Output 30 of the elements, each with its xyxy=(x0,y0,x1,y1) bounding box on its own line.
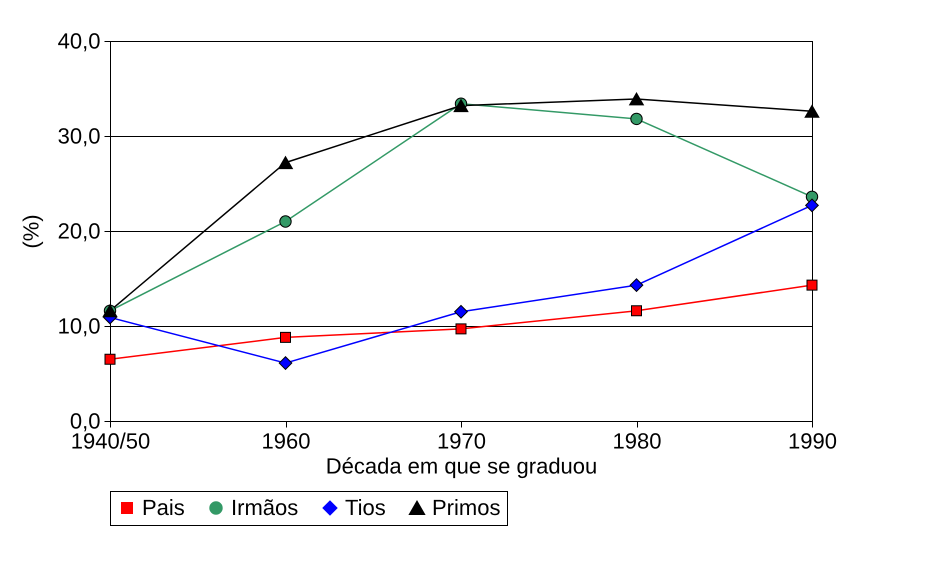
point xyxy=(629,92,644,106)
point xyxy=(454,99,468,112)
legend-label: Primos xyxy=(432,495,500,520)
point xyxy=(456,323,466,334)
legend-label: Tios xyxy=(345,495,386,520)
legend-label: Irmãos xyxy=(231,495,298,520)
legend-label: Pais xyxy=(142,495,185,520)
y-tick-label: 30,0 xyxy=(58,124,100,148)
point xyxy=(630,112,643,126)
y-tick-label: 0,0 xyxy=(70,408,100,434)
point xyxy=(806,280,818,291)
y-tick-label: 10,0 xyxy=(58,314,100,338)
point xyxy=(280,332,291,343)
y-tick-label: 40,0 xyxy=(58,28,100,54)
x-tick-label: 1970 xyxy=(437,428,486,454)
point xyxy=(804,104,820,118)
point xyxy=(104,354,116,365)
point xyxy=(278,356,292,370)
y-axis-title: (%) xyxy=(18,214,44,249)
x-tick-label: 1960 xyxy=(262,428,310,454)
point xyxy=(278,156,293,170)
x-tick-label: 1990 xyxy=(788,428,837,454)
point xyxy=(630,278,644,292)
point xyxy=(454,304,468,319)
point xyxy=(279,215,292,228)
point xyxy=(805,198,819,212)
point xyxy=(631,305,642,316)
x-axis-title: Década em que se graduou xyxy=(326,454,598,478)
x-tick-label: 1980 xyxy=(612,428,662,454)
y-tick-label: 20,0 xyxy=(58,218,100,244)
